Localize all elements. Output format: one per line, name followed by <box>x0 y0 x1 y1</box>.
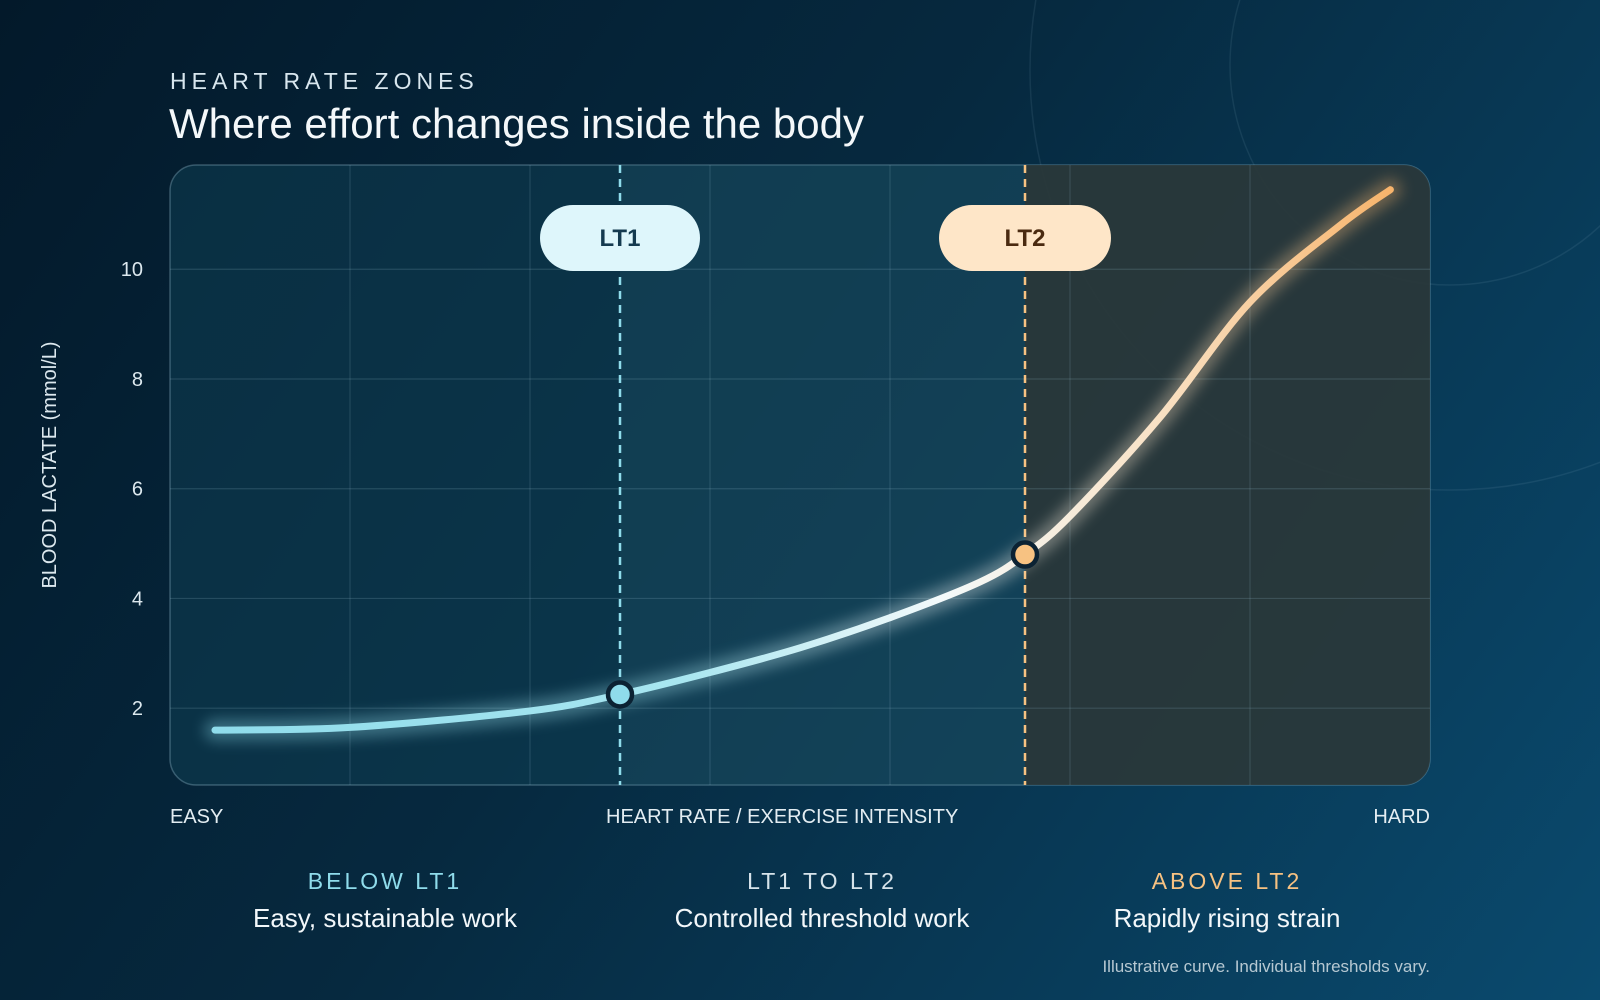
threshold-pill-lt2 <box>939 205 1111 271</box>
threshold-point-lt2 <box>1010 540 1040 569</box>
zone-label: ABOVE LT2 <box>1151 868 1303 894</box>
chart-eyebrow: HEART RATE ZONES <box>170 68 479 94</box>
background-rings <box>1029 0 1600 491</box>
zone-lt1-to-lt2: LT1 TO LT2 Controlled threshold work <box>612 868 1032 934</box>
zone-description: Controlled threshold work <box>674 903 970 933</box>
zone-below-lt1: BELOW LT1 Easy, sustainable work <box>175 868 595 934</box>
lactate-curve <box>211 186 1394 734</box>
zone-label: BELOW LT1 <box>307 868 463 894</box>
threshold-label-lt2: LT2 <box>1005 225 1046 252</box>
chart-title: Where effort changes inside the body <box>169 100 864 147</box>
y-tick-label: 6 <box>132 479 143 501</box>
y-tick-label: 4 <box>132 588 143 610</box>
background-ring <box>1029 0 1600 491</box>
zone-description: Easy, sustainable work <box>253 903 517 933</box>
y-tick-label: 10 <box>121 259 143 281</box>
x-axis-end-label: HARD <box>1373 806 1430 828</box>
background-ring <box>1229 0 1600 286</box>
zone-band-above-lt2 <box>1025 165 1430 785</box>
zone-above-lt2: ABOVE LT2 Rapidly rising strain <box>1017 868 1437 934</box>
x-axis-title: HEART RATE / EXERCISE INTENSITY <box>606 806 959 828</box>
threshold-label-lt1: LT1 <box>600 225 641 252</box>
threshold-point-lt1 <box>605 680 635 709</box>
zone-label: LT1 TO LT2 <box>747 868 897 894</box>
y-axis-title: BLOOD LACTATE (mmol/L) <box>39 341 61 588</box>
y-tick-label: 2 <box>132 698 143 720</box>
zone-description: Rapidly rising strain <box>1113 903 1341 933</box>
threshold-pill-lt1 <box>540 205 700 271</box>
y-tick-label: 8 <box>132 369 143 391</box>
footnote: Illustrative curve. Individual threshold… <box>1102 957 1430 976</box>
x-axis-start-label: EASY <box>170 806 224 828</box>
